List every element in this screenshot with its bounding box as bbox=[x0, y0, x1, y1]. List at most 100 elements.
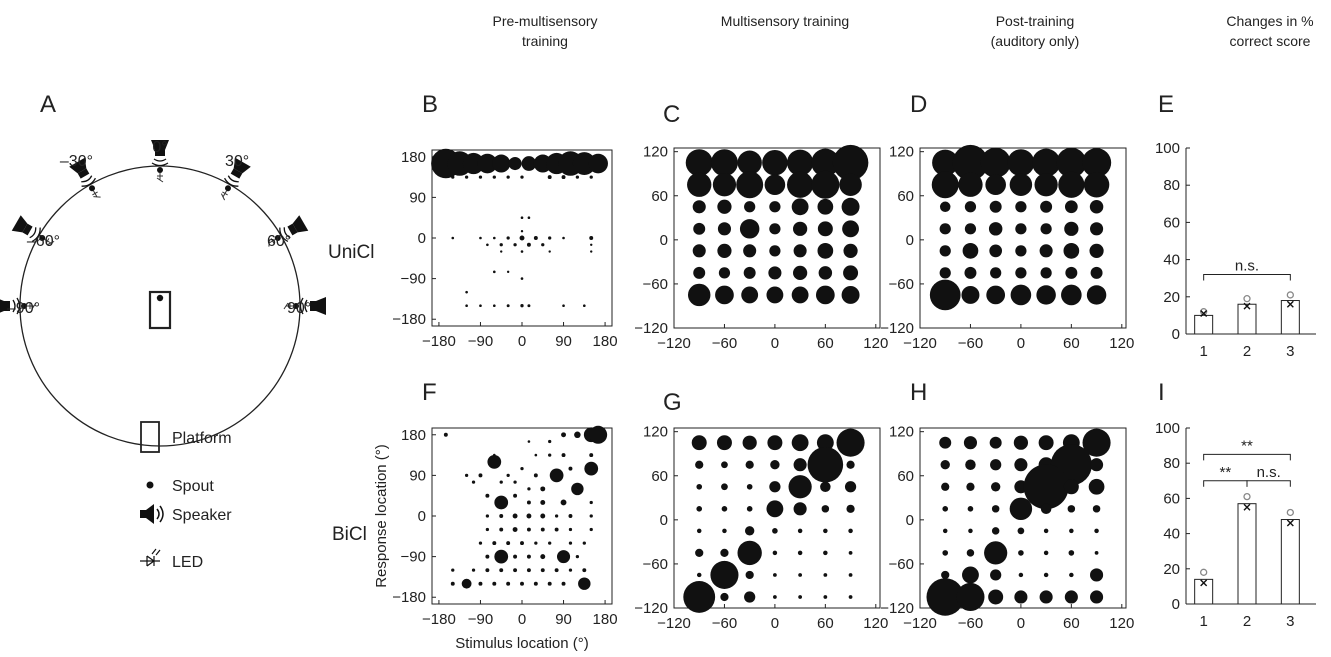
data-point bbox=[589, 514, 593, 518]
data-point bbox=[791, 286, 809, 304]
data-point bbox=[526, 527, 531, 532]
data-point bbox=[769, 481, 781, 493]
data-point bbox=[965, 459, 976, 470]
data-point bbox=[964, 223, 977, 235]
legend-spout-label: Spout bbox=[172, 478, 214, 495]
panel-label-H: H bbox=[910, 379, 927, 406]
data-point bbox=[464, 473, 469, 478]
data-point bbox=[811, 170, 840, 199]
data-point bbox=[506, 581, 511, 586]
speaker-cone bbox=[292, 215, 309, 233]
data-point bbox=[687, 172, 712, 197]
data-point bbox=[574, 431, 581, 439]
data-point bbox=[526, 500, 531, 505]
bar-panel-E: 0 20 40 60 80 100 1 2 3 n.s. bbox=[1155, 140, 1316, 360]
data-point bbox=[769, 201, 781, 213]
panel-label-G: G bbox=[663, 389, 682, 416]
data-point bbox=[568, 541, 573, 545]
data-point bbox=[478, 473, 483, 478]
data-point bbox=[520, 277, 524, 280]
data-point bbox=[839, 173, 862, 196]
y-tick-label: 40 bbox=[1163, 252, 1180, 269]
led-icon bbox=[220, 190, 228, 201]
x-tick-label: 0 bbox=[518, 333, 526, 350]
data-point bbox=[568, 466, 573, 471]
data-point bbox=[499, 527, 504, 532]
data-point bbox=[823, 595, 828, 599]
data-point bbox=[942, 528, 948, 534]
x-tick-label: −60 bbox=[958, 335, 983, 352]
y-tick-label: 90 bbox=[409, 189, 426, 206]
y-tick-label: 0 bbox=[1172, 596, 1180, 613]
data-point bbox=[941, 482, 950, 491]
y-axis-label: Response location (°) bbox=[373, 444, 390, 588]
y-tick-label: 0 bbox=[660, 512, 668, 529]
data-point bbox=[508, 156, 522, 171]
data-point bbox=[745, 460, 754, 469]
y-tick-label: −60 bbox=[643, 276, 668, 293]
data-point bbox=[843, 243, 858, 258]
data-point bbox=[465, 304, 468, 308]
data-point bbox=[1090, 266, 1103, 279]
x-tick-label: 0 bbox=[771, 335, 779, 352]
data-point bbox=[721, 461, 728, 469]
y-tick-label: 80 bbox=[1163, 455, 1180, 472]
data-point bbox=[844, 481, 857, 493]
data-point bbox=[477, 153, 498, 174]
legend-led-label: LED bbox=[172, 554, 203, 571]
panel-label-F: F bbox=[422, 379, 437, 406]
data-point bbox=[1090, 222, 1104, 236]
x-tick-label: 120 bbox=[1109, 615, 1134, 632]
arena-circle bbox=[19, 165, 301, 447]
bar bbox=[1237, 503, 1257, 605]
data-point bbox=[722, 528, 727, 534]
data-point bbox=[527, 487, 531, 491]
data-point bbox=[1015, 245, 1027, 257]
data-point bbox=[823, 550, 828, 556]
data-point bbox=[793, 244, 807, 258]
y-tick-label: 100 bbox=[1155, 420, 1180, 437]
speaker-cone bbox=[69, 157, 87, 174]
data-point bbox=[1064, 221, 1079, 236]
y-tick-label: 180 bbox=[401, 427, 426, 444]
data-point bbox=[746, 506, 753, 512]
data-point bbox=[939, 223, 951, 235]
data-point bbox=[717, 243, 732, 258]
data-point bbox=[1069, 572, 1074, 578]
x-tick-label: 3 bbox=[1286, 613, 1294, 630]
data-point bbox=[932, 149, 959, 176]
y-tick-label: −180 bbox=[392, 589, 426, 606]
legend-speaker-label: Speaker bbox=[172, 507, 232, 524]
column-header-line: Post-training bbox=[996, 13, 1075, 29]
data-point bbox=[797, 550, 803, 556]
led-icon bbox=[92, 190, 101, 198]
data-point bbox=[717, 199, 732, 214]
data-point bbox=[846, 504, 855, 513]
data-point bbox=[989, 244, 1003, 258]
data-point bbox=[968, 528, 973, 534]
data-point bbox=[718, 267, 731, 279]
data-point bbox=[691, 435, 707, 451]
data-point bbox=[492, 304, 496, 308]
significance-bracket bbox=[1203, 453, 1291, 461]
data-point bbox=[1043, 550, 1049, 556]
data-point bbox=[821, 505, 830, 513]
data-point bbox=[571, 482, 584, 496]
data-point bbox=[561, 453, 566, 458]
data-point bbox=[512, 527, 518, 532]
y-tick-label: 0 bbox=[1172, 326, 1180, 343]
data-point bbox=[1023, 464, 1069, 510]
data-point bbox=[492, 154, 511, 173]
x-tick-label: 60 bbox=[817, 615, 834, 632]
data-point bbox=[793, 221, 808, 236]
data-point bbox=[520, 216, 524, 220]
data-point bbox=[772, 550, 778, 556]
data-point bbox=[533, 581, 538, 586]
spout-dot bbox=[157, 167, 163, 173]
data-point bbox=[1032, 148, 1061, 177]
data-point bbox=[471, 480, 476, 484]
speaker-body bbox=[155, 150, 165, 156]
data-point bbox=[540, 568, 545, 573]
data-point bbox=[1063, 242, 1080, 259]
data-point bbox=[791, 434, 809, 452]
